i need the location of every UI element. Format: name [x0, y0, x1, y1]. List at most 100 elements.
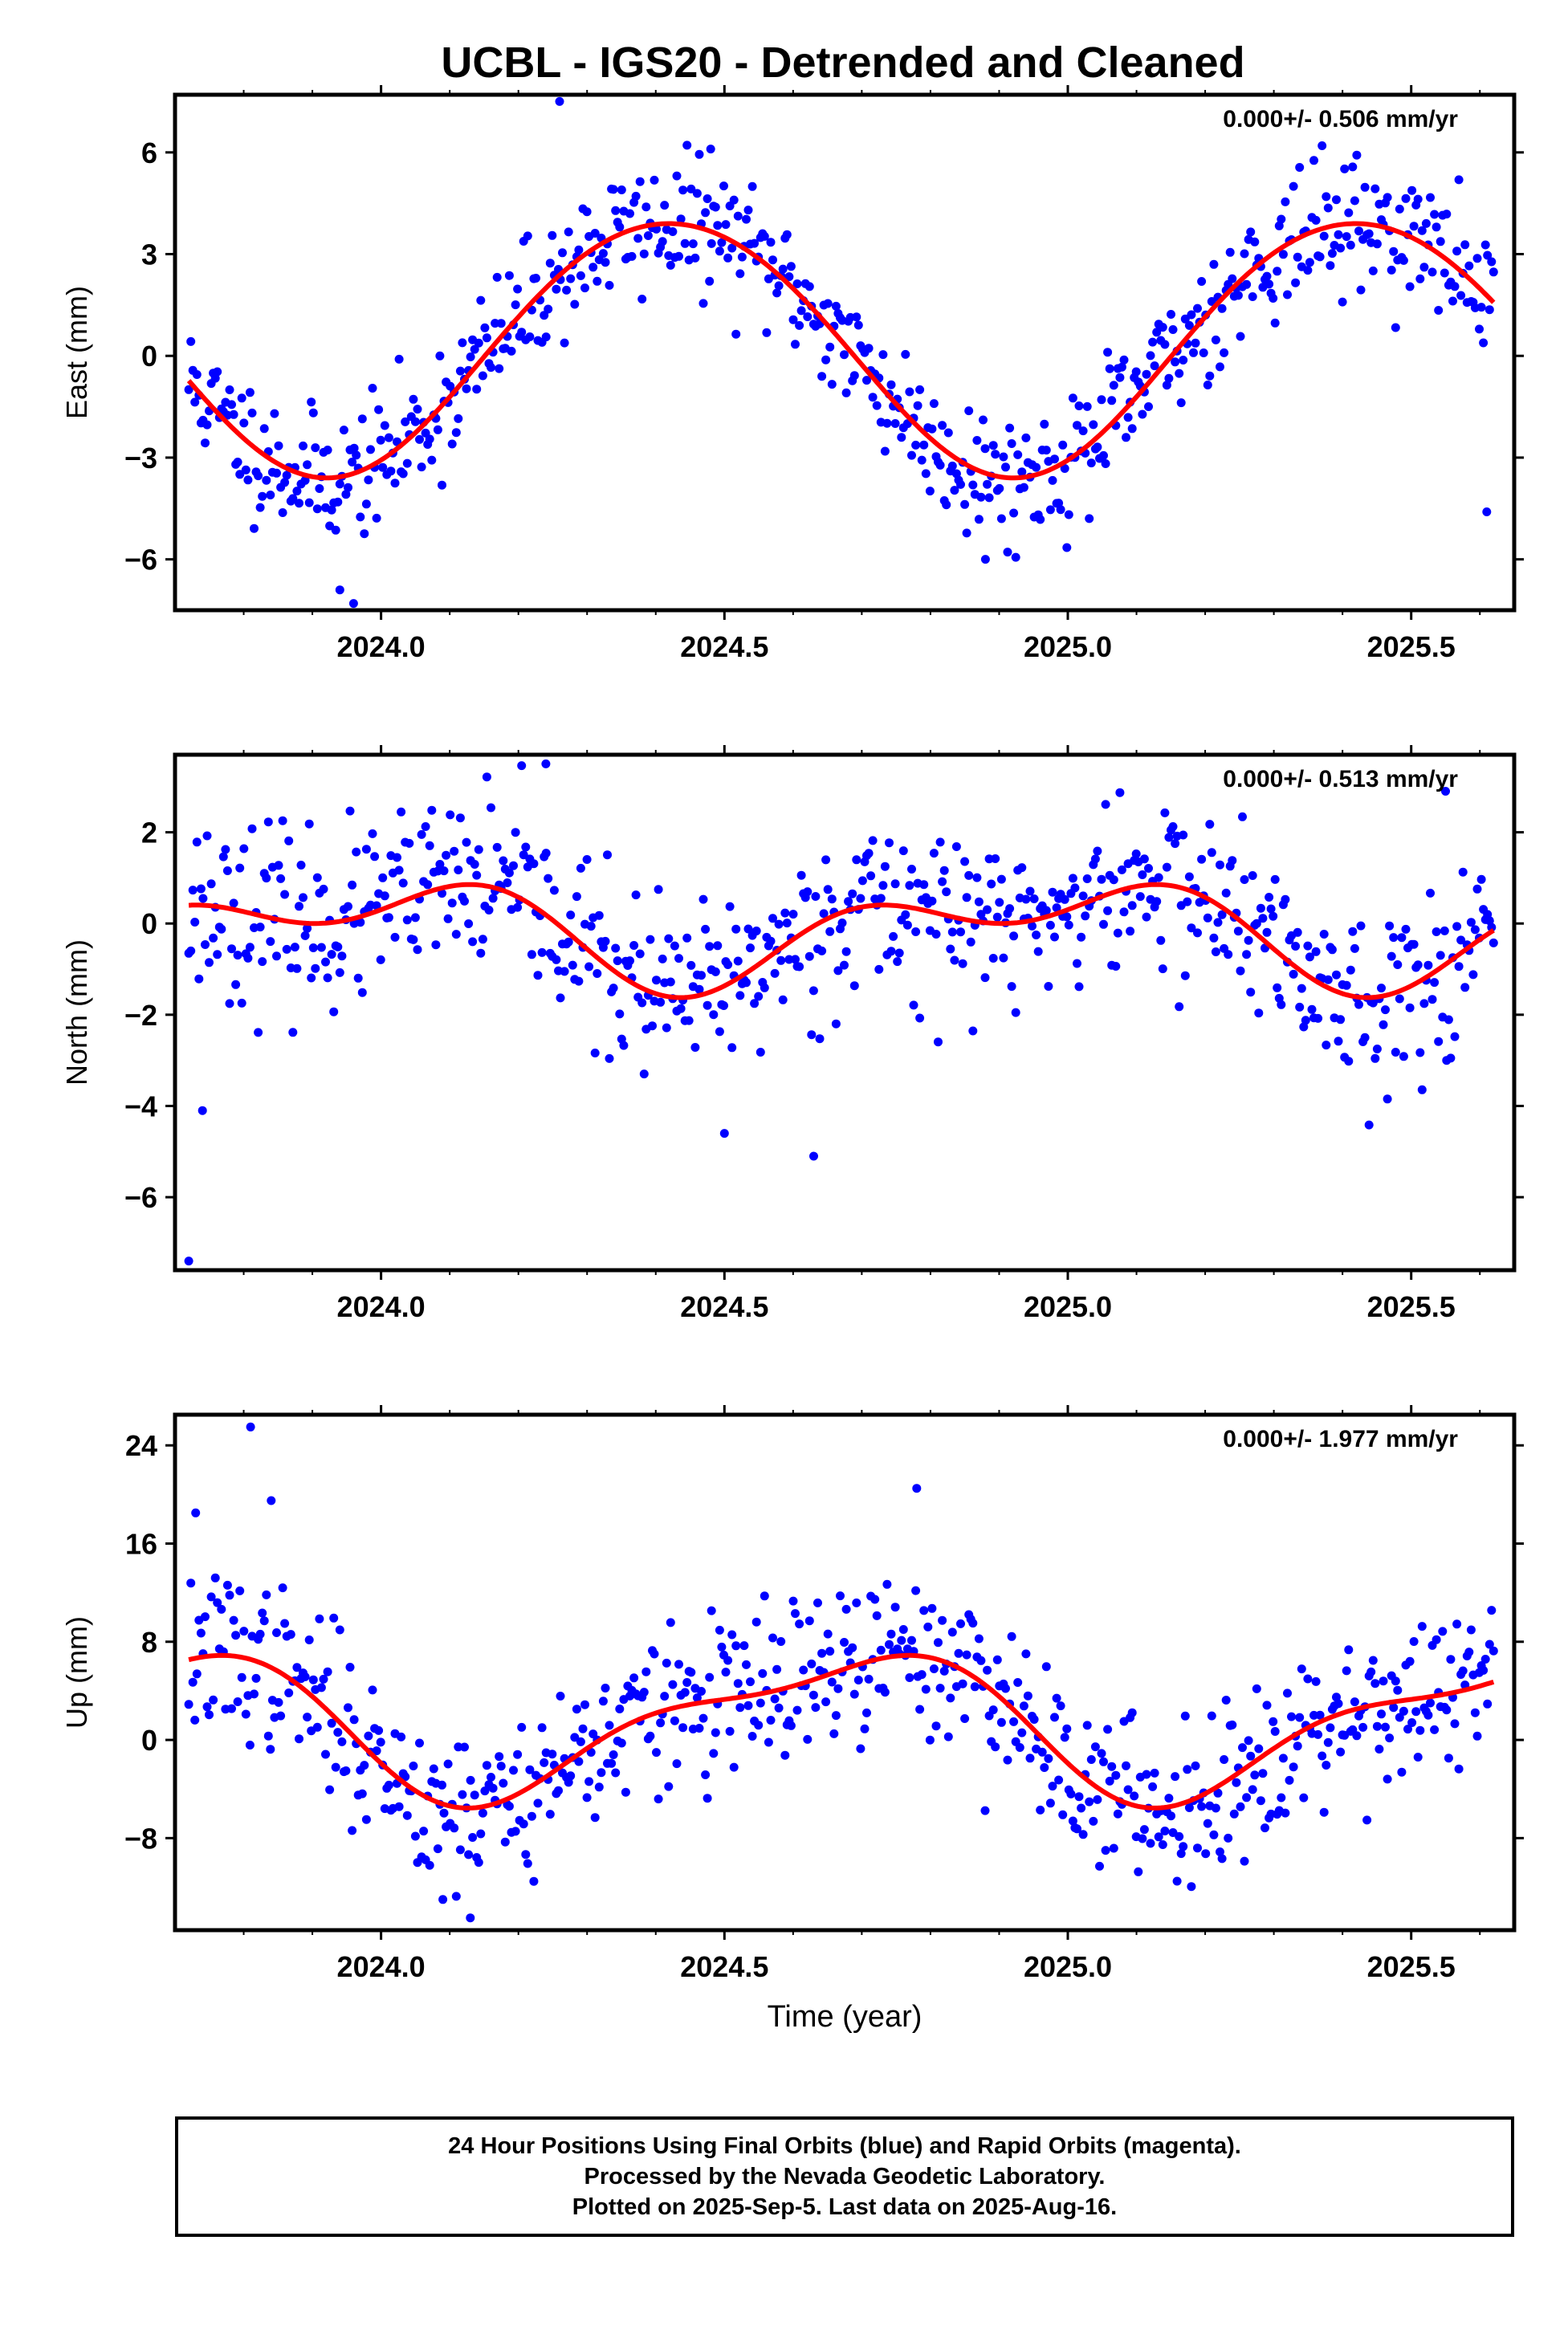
data-point	[1387, 951, 1396, 961]
data-point	[454, 866, 463, 874]
data-point	[593, 276, 602, 286]
data-point	[233, 951, 242, 960]
data-point	[995, 898, 1004, 907]
data-point	[943, 1732, 953, 1741]
data-point	[339, 426, 348, 435]
data-point	[335, 967, 344, 977]
data-point	[601, 1684, 610, 1693]
data-point	[629, 941, 639, 950]
x-tick-label: 2025.0	[1024, 1290, 1112, 1323]
data-point	[1372, 1045, 1382, 1053]
data-point	[1479, 338, 1489, 348]
data-point	[1311, 215, 1321, 225]
data-point	[476, 295, 486, 305]
data-point	[1103, 906, 1113, 915]
data-point	[292, 1663, 302, 1672]
data-point	[1130, 1791, 1139, 1801]
data-point	[495, 364, 504, 373]
velocity-annotation: 0.000+/- 1.977 mm/yr	[1223, 1426, 1458, 1452]
data-point	[739, 1641, 749, 1651]
data-point	[1164, 1794, 1174, 1803]
data-point	[217, 924, 226, 934]
data-point	[292, 487, 302, 496]
data-point	[894, 948, 904, 958]
data-point	[1370, 1679, 1380, 1688]
data-point	[1281, 1808, 1290, 1818]
data-point	[786, 262, 796, 271]
data-point	[841, 947, 851, 956]
data-point	[813, 1598, 822, 1607]
data-point	[206, 1592, 216, 1602]
data-point	[1150, 1768, 1159, 1778]
data-point	[533, 971, 543, 980]
x-tick-label: 2025.5	[1367, 1950, 1456, 1983]
data-point	[519, 850, 528, 860]
data-point	[615, 222, 625, 232]
data-point	[586, 1748, 596, 1757]
data-point	[768, 255, 777, 265]
data-point	[384, 1780, 393, 1790]
data-point	[511, 300, 520, 310]
data-point	[594, 1782, 604, 1792]
data-point	[278, 508, 287, 517]
data-point	[496, 319, 506, 328]
data-point	[286, 1630, 295, 1640]
data-point	[827, 894, 837, 904]
data-point	[1015, 1743, 1024, 1752]
data-point	[1483, 251, 1493, 260]
data-point	[1381, 1722, 1390, 1732]
data-point	[303, 460, 312, 470]
data-point	[1303, 941, 1313, 951]
data-point	[584, 962, 594, 972]
data-point	[1180, 971, 1190, 980]
data-point	[823, 1629, 833, 1639]
data-point	[819, 909, 829, 919]
data-point	[751, 1617, 761, 1627]
data-point	[766, 936, 776, 946]
data-point	[1168, 325, 1178, 334]
data-point	[1213, 1788, 1223, 1798]
data-point	[1250, 1770, 1260, 1780]
y-tick-label: 24	[125, 1429, 157, 1462]
data-point	[827, 1677, 837, 1687]
data-point	[594, 910, 604, 920]
data-point	[719, 181, 728, 191]
data-point	[564, 937, 573, 947]
data-point	[460, 1742, 469, 1752]
data-point	[1197, 1802, 1207, 1811]
data-point	[939, 1666, 949, 1676]
data-point	[1109, 875, 1118, 885]
data-point	[772, 1664, 782, 1674]
data-point	[831, 301, 841, 311]
data-point	[1332, 195, 1341, 205]
data-point	[950, 486, 959, 495]
x-tick-label: 2024.0	[337, 1290, 426, 1323]
data-point	[1085, 1797, 1094, 1807]
data-point	[880, 1688, 890, 1697]
data-point	[229, 409, 238, 419]
data-point	[1441, 787, 1450, 796]
data-point	[1385, 1733, 1395, 1743]
data-point	[1045, 1798, 1055, 1808]
data-point	[1265, 279, 1274, 289]
data-point	[1005, 904, 1015, 914]
data-points	[184, 1422, 1498, 1923]
data-point	[323, 1667, 332, 1676]
data-point	[1090, 854, 1100, 864]
data-point	[1366, 1667, 1376, 1676]
data-point	[701, 1770, 711, 1779]
data-point	[643, 231, 653, 240]
data-point	[1246, 1751, 1256, 1761]
data-point	[266, 1745, 275, 1754]
data-point	[915, 1705, 925, 1714]
data-point	[1301, 1016, 1310, 1025]
data-point	[890, 879, 900, 889]
data-point	[1489, 1646, 1498, 1656]
data-point	[972, 873, 982, 882]
data-point	[323, 973, 332, 983]
data-point	[1207, 297, 1216, 306]
data-point	[192, 837, 202, 847]
x-tick-label: 2024.5	[680, 630, 768, 663]
data-point	[1454, 962, 1464, 972]
